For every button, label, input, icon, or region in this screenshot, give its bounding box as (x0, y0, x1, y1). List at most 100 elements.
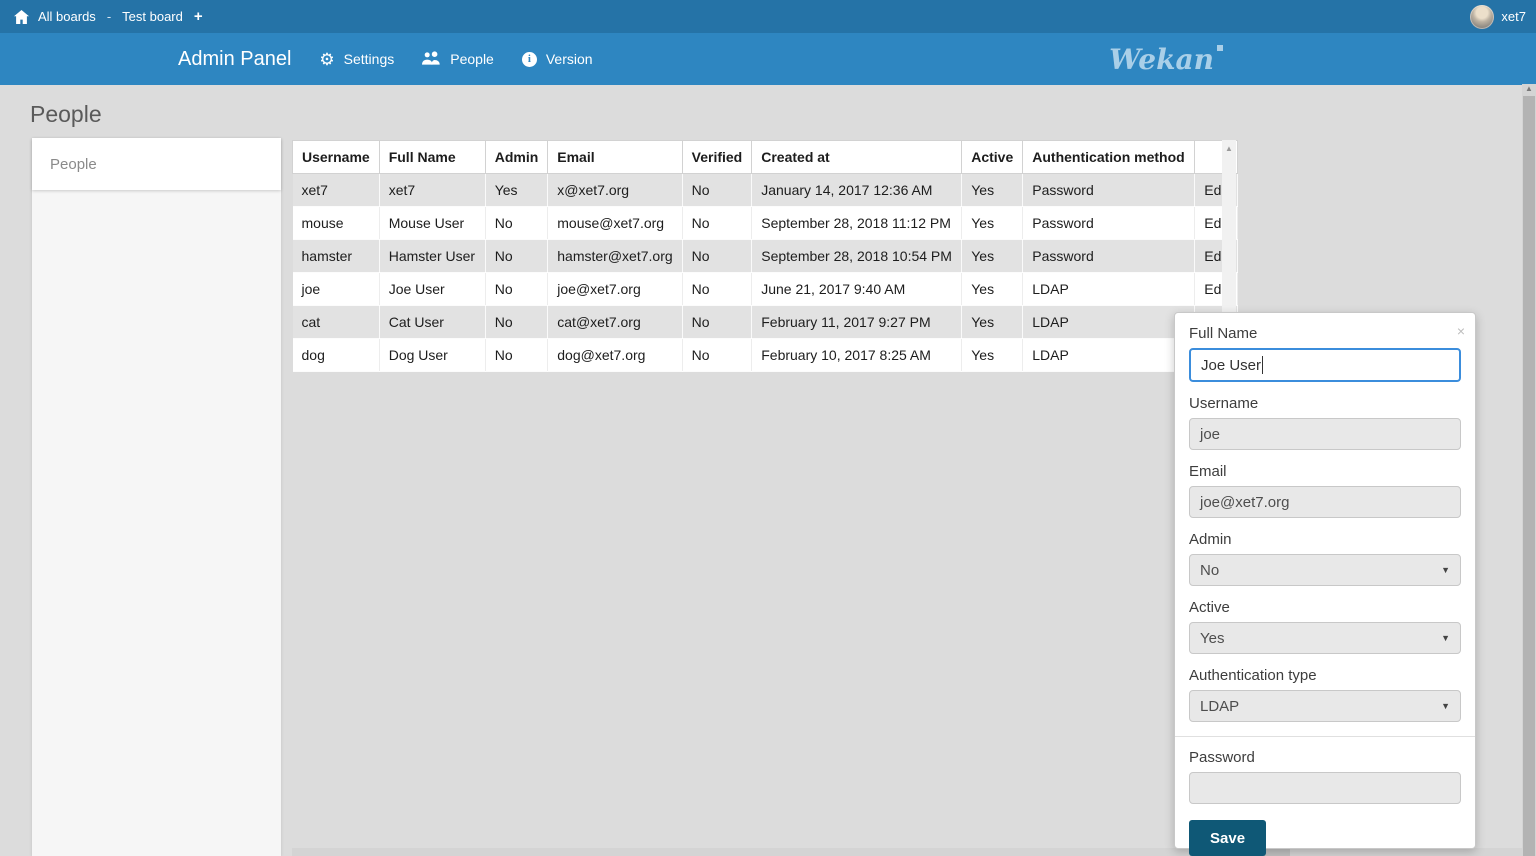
cell-auth-method: Password (1022, 239, 1196, 273)
cell-admin: No (485, 338, 549, 372)
breadcrumb-board-name[interactable]: Test board (122, 9, 183, 24)
username-input[interactable]: joe (1189, 418, 1461, 450)
add-board-icon[interactable]: + (193, 8, 203, 25)
cell-email: x@xet7.org (547, 173, 683, 207)
sidebar-item-label: People (50, 155, 97, 173)
cell-username: joe (292, 272, 380, 306)
wekan-logo: Wekan (1109, 43, 1223, 76)
caret-down-icon: ▼ (1441, 701, 1450, 711)
cell-active: Yes (961, 305, 1024, 339)
cell-admin: No (485, 272, 549, 306)
table-row: mouse Mouse User No mouse@xet7.org No Se… (292, 206, 1239, 240)
cell-username: dog (292, 338, 380, 372)
home-icon[interactable] (14, 9, 29, 24)
admin-label: Admin (1189, 531, 1232, 548)
cell-full-name: Cat User (379, 305, 486, 339)
auth-type-label: Authentication type (1189, 667, 1317, 684)
users-table: Username Full Name Admin Email Verified … (292, 140, 1239, 372)
table-row: xet7 xet7 Yes x@xet7.org No January 14, … (292, 173, 1239, 207)
nav-version[interactable]: i Version (521, 51, 593, 67)
user-avatar[interactable] (1470, 4, 1495, 29)
cell-admin: No (485, 239, 549, 273)
topbar-username[interactable]: xet7 (1501, 9, 1526, 24)
cell-active: Yes (961, 239, 1024, 273)
cell-created-at: September 28, 2018 10:54 PM (751, 239, 963, 273)
edit-user-popup: × Full Name Joe User Username joe Email … (1174, 312, 1476, 856)
cell-auth-method: Password (1022, 206, 1196, 240)
caret-down-icon: ▼ (1441, 633, 1450, 643)
email-input[interactable]: joe@xet7.org (1189, 486, 1461, 518)
table-row: hamster Hamster User No hamster@xet7.org… (292, 239, 1239, 273)
cell-username: cat (292, 305, 380, 339)
cell-verified: No (682, 206, 753, 240)
cell-created-at: September 28, 2018 11:12 PM (751, 206, 963, 240)
cell-full-name: xet7 (379, 173, 486, 207)
admin-panel-bar: Admin Panel ⚙ Settings People i Version … (0, 33, 1536, 85)
breadcrumb-all-boards[interactable]: All boards (38, 9, 96, 24)
popup-divider (1175, 736, 1475, 737)
active-label: Active (1189, 599, 1230, 616)
cell-full-name: Hamster User (379, 239, 486, 273)
admin-select[interactable]: No ▼ (1189, 554, 1461, 586)
cell-created-at: February 11, 2017 9:27 PM (751, 305, 963, 339)
col-verified: Verified (681, 140, 753, 174)
cell-verified: No (682, 305, 753, 339)
people-icon (422, 50, 441, 68)
cell-username: xet7 (292, 173, 380, 207)
table-row: cat Cat User No cat@xet7.org No February… (292, 305, 1239, 339)
col-email: Email (547, 140, 683, 174)
col-username: Username (292, 140, 380, 174)
table-row: joe Joe User No joe@xet7.org No June 21,… (292, 272, 1239, 306)
scroll-up-icon[interactable]: ▲ (1225, 144, 1233, 153)
cell-email: hamster@xet7.org (547, 239, 683, 273)
close-icon[interactable]: × (1456, 323, 1465, 339)
nav-people[interactable]: People (422, 50, 494, 68)
cell-active: Yes (961, 173, 1024, 207)
active-select[interactable]: Yes ▼ (1189, 622, 1461, 654)
full-name-input[interactable]: Joe User (1189, 348, 1461, 382)
scroll-up-icon[interactable]: ▲ (1525, 84, 1533, 93)
cell-admin: Yes (485, 173, 549, 207)
cell-email: joe@xet7.org (547, 272, 683, 306)
col-admin: Admin (484, 140, 549, 174)
users-table-container: Username Full Name Admin Email Verified … (292, 140, 1239, 372)
nav-settings-label: Settings (343, 51, 395, 67)
cell-username: mouse (292, 206, 380, 240)
cell-verified: No (682, 338, 753, 372)
cell-admin: No (485, 305, 549, 339)
cell-auth-method: LDAP (1022, 305, 1196, 339)
admin-panel-title: Admin Panel (178, 47, 292, 70)
full-name-label: Full Name (1189, 325, 1258, 342)
page-scrollbar-thumb[interactable] (1523, 96, 1535, 856)
email-label: Email (1189, 463, 1227, 480)
cell-email: mouse@xet7.org (547, 206, 683, 240)
cell-full-name: Mouse User (379, 206, 486, 240)
save-button[interactable]: Save (1189, 820, 1267, 856)
gear-icon: ⚙ (319, 49, 335, 69)
table-row: dog Dog User No dog@xet7.org No February… (292, 338, 1239, 372)
nav-people-label: People (450, 51, 494, 67)
cell-full-name: Joe User (379, 272, 486, 306)
nav-settings[interactable]: ⚙ Settings (319, 51, 394, 68)
cell-verified: No (682, 239, 753, 273)
cell-active: Yes (961, 338, 1024, 372)
admin-sidebar: People (32, 138, 281, 856)
col-active: Active (961, 140, 1024, 174)
cell-auth-method: LDAP (1022, 272, 1196, 306)
cell-email: dog@xet7.org (547, 338, 683, 372)
username-label: Username (1189, 395, 1259, 412)
password-input[interactable] (1189, 772, 1461, 804)
auth-type-select[interactable]: LDAP ▼ (1189, 690, 1461, 722)
col-created-at: Created at (751, 140, 963, 174)
page-title: People (30, 101, 102, 127)
page-scrollbar[interactable]: ▲ (1522, 84, 1536, 856)
nav-version-label: Version (545, 51, 593, 67)
breadcrumb-separator: - (106, 9, 112, 24)
cell-admin: No (485, 206, 549, 240)
top-navbar: All boards - Test board + xet7 (0, 0, 1536, 33)
cell-created-at: June 21, 2017 9:40 AM (751, 272, 963, 306)
cell-verified: No (682, 272, 753, 306)
col-full-name: Full Name (378, 140, 486, 174)
cell-created-at: February 10, 2017 8:25 AM (751, 338, 963, 372)
sidebar-item-people[interactable]: People (32, 138, 281, 190)
